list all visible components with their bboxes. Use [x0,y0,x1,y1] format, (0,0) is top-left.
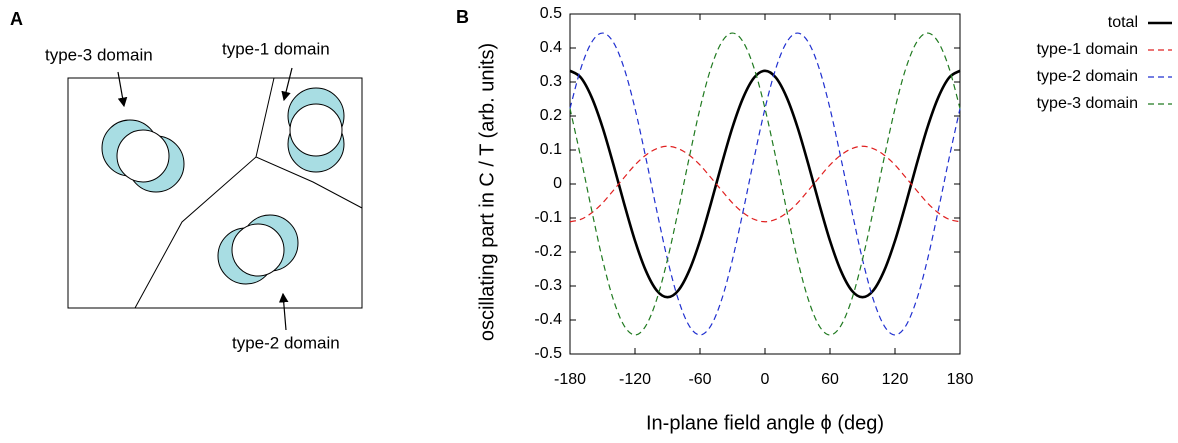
y-tick-label: -0.5 [534,345,562,362]
y-tick-label: -0.3 [534,277,562,294]
y-tick-label: 0.5 [540,5,562,22]
y-tick-label: -0.2 [534,243,562,260]
plot-frame [569,13,961,355]
series-line [569,69,961,299]
legend-label: type-2 domain [1037,68,1138,85]
series-line [569,32,961,336]
y-tick-label: 0.1 [540,141,562,158]
series-line [569,145,961,223]
y-tick-label: 0 [553,175,562,192]
panel-label: B [456,7,469,27]
y-tick-label: 0.2 [540,107,562,124]
x-tick-label: -180 [554,371,586,388]
legend-label: total [1108,14,1138,31]
domain-label: type-1 domain [222,39,330,58]
x-tick-label: 120 [882,371,909,388]
series-line [569,32,961,336]
domain-label: type-3 domain [45,45,153,64]
panel-label: A [10,9,23,29]
x-tick-label: 180 [947,371,974,388]
domain-label: type-2 domain [232,333,340,352]
y-tick-label: -0.4 [534,311,562,328]
y-tick-label: -0.1 [534,209,562,226]
line-chart: -0.5 -0.4 -0.3 -0.2 -0.1 0 0.1 0.2 0.3 0.4 0.5 -180… [476,5,1172,434]
x-tick-label: -120 [619,371,651,388]
legend-label: type-3 domain [1037,95,1138,112]
x-axis-label: In-plane field angle ϕ (deg) [646,412,884,434]
y-tick-label: 0.4 [540,39,562,56]
x-tick-label: -60 [688,371,711,388]
domain-diagram: type-3 domain type-1 domain type-2 domai… [45,39,363,352]
x-tick-label: 60 [821,371,839,388]
y-tick-label: 0.3 [540,73,562,90]
y-axis-label: oscillating part in C / T (arb. units) [476,43,498,341]
legend-label: type-1 domain [1037,41,1138,58]
x-tick-label: 0 [761,371,770,388]
